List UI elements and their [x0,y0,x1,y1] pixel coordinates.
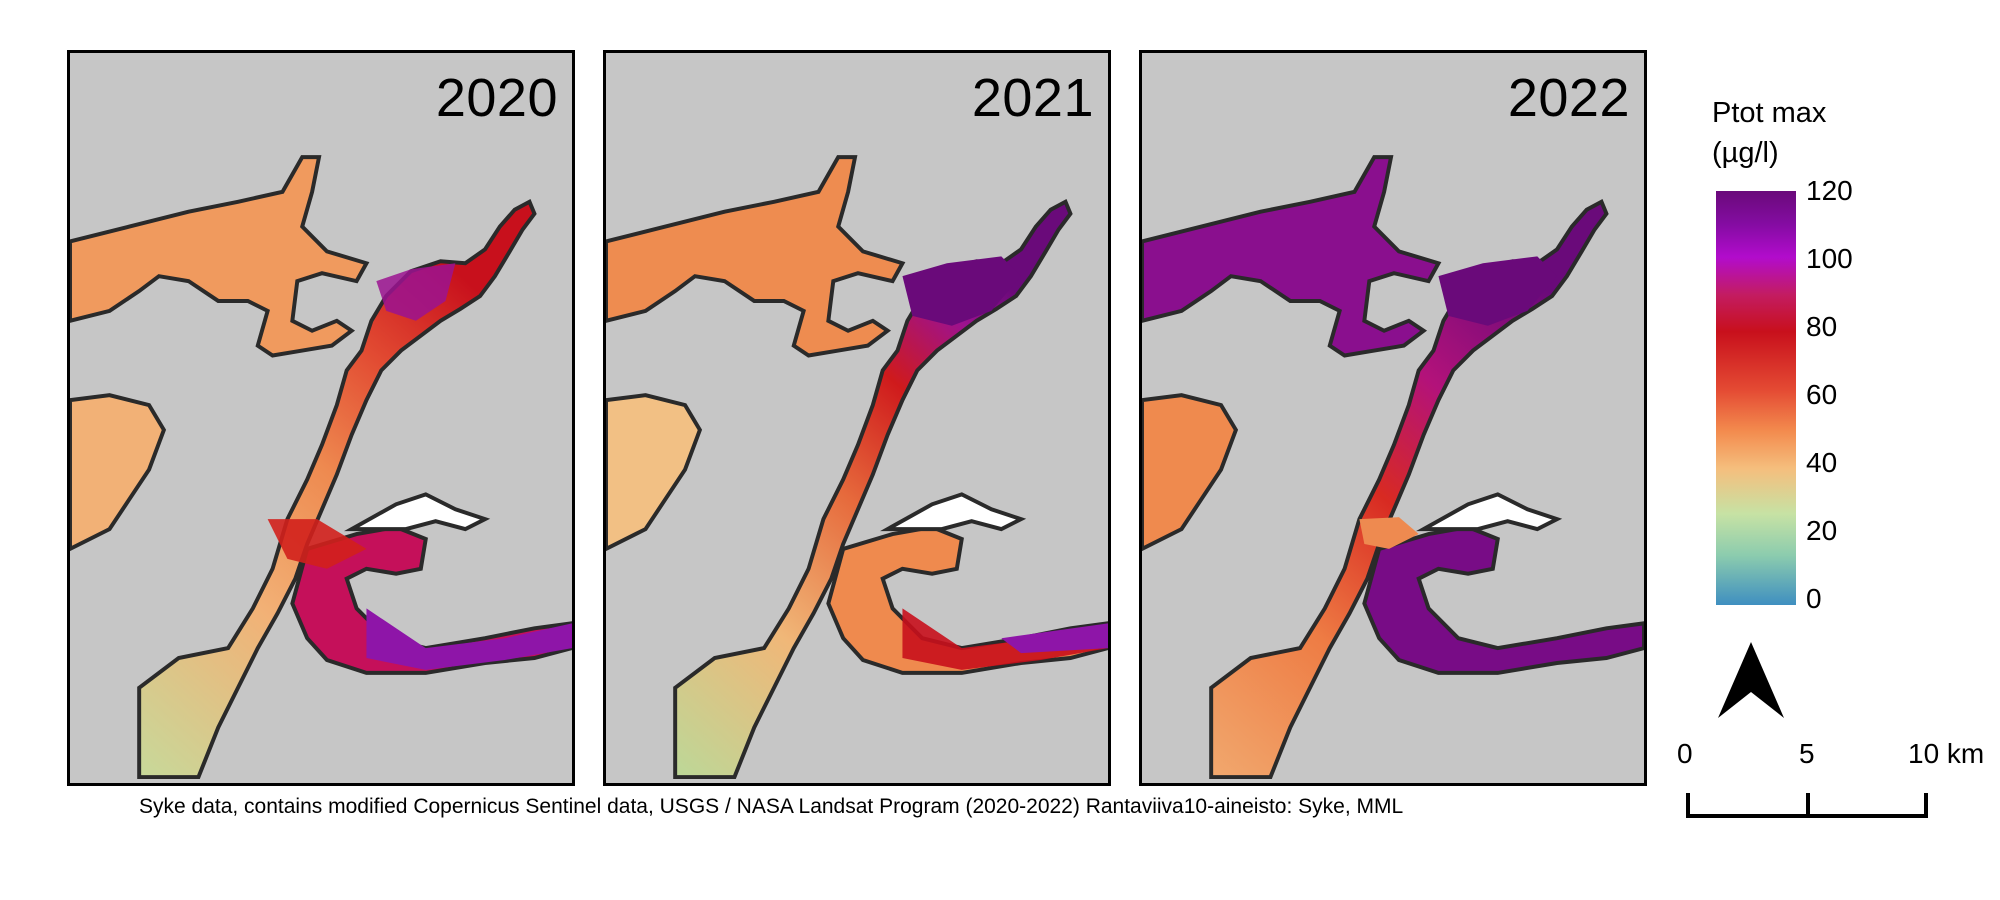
legend-tick: 20 [1806,515,1838,546]
map-panel-2021: 2021 [603,50,1111,786]
color-bar [1716,191,1796,605]
legend-title-line2: (µg/l) [1712,137,1779,169]
legend-tick: 80 [1806,311,1838,342]
scale-label-10: 10 km [1908,738,1985,769]
legend-tick: 0 [1806,583,1822,614]
panel-year-label: 2021 [971,68,1094,128]
map-panel-2022: 2022 [1139,50,1647,786]
scale-label-5: 5 [1799,738,1815,769]
lake-map-2020 [70,155,572,780]
legend-title: Ptot max (µg/l) [1712,93,1826,173]
data-credit: Syke data, contains modified Copernicus … [139,795,1404,818]
scale-label-0: 0 [1677,738,1693,769]
legend-title-line1: Ptot max [1712,97,1827,129]
panel-year-label: 2020 [435,68,558,128]
scale-bar [1686,793,1928,818]
legend-tick: 40 [1806,447,1838,478]
legend-tick: 100 [1806,243,1853,274]
lake-map-2021 [606,155,1108,780]
legend-tick: 120 [1806,175,1853,206]
legend-tick: 60 [1806,379,1838,410]
panel-year-label: 2022 [1507,68,1630,128]
north-arrow-icon [1718,642,1784,718]
map-panel-2020: 2020 [67,50,575,786]
lake-map-2022 [1142,155,1644,780]
